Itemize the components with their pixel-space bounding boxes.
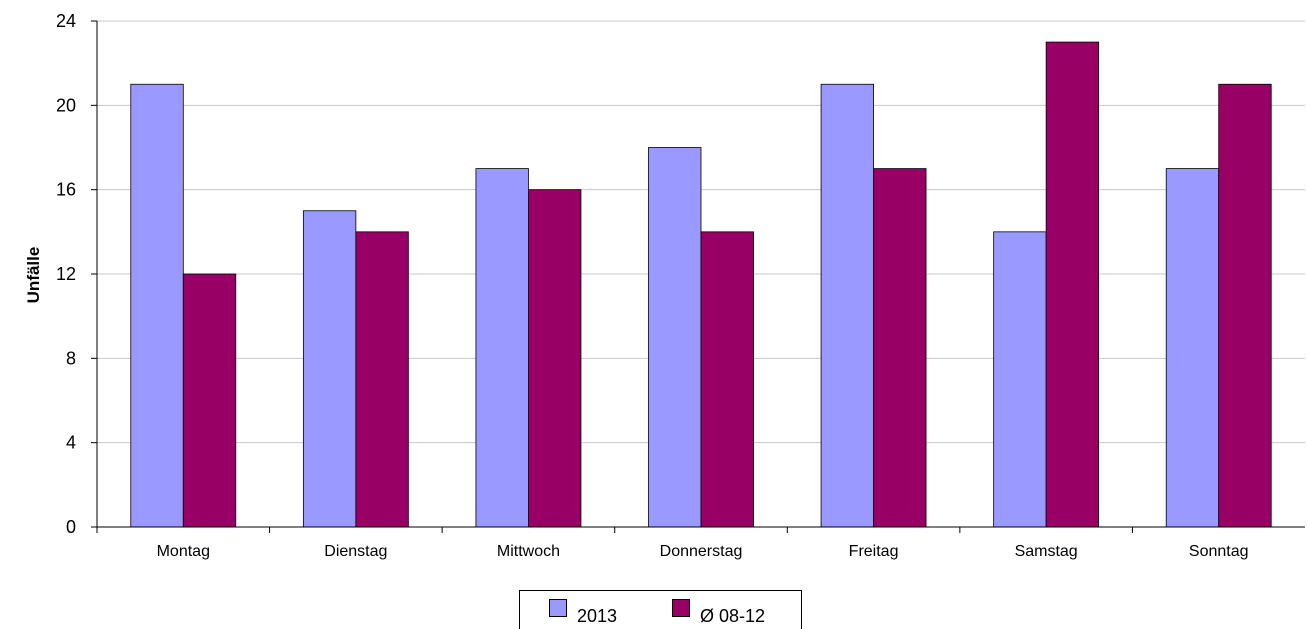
y-tick-labels: 0 4 8 12 16 20 24 (56, 11, 76, 537)
bar-2013-freitag (820, 83, 874, 528)
bar-2013-montag (130, 83, 184, 528)
x-tick-label: Samstag (1015, 543, 1078, 560)
legend-label-2013: 2013 (577, 606, 618, 626)
legend-swatch-avg (672, 599, 690, 617)
x-tick-labels: Montag Dienstag Mittwoch Donnerstag Freitag S… (96, 527, 1249, 560)
legend-item-avg: Ø 08-12 (672, 599, 765, 625)
y-tick-label: 16 (56, 180, 76, 200)
x-tick-label: Montag (157, 543, 210, 560)
bar-avg-donnerstag (700, 231, 754, 528)
bar-2013-sonntag (1165, 168, 1220, 528)
legend-label-avg: Ø 08-12 (700, 606, 766, 626)
y-tick-label: 12 (56, 264, 76, 284)
y-tick-label: 4 (66, 433, 76, 453)
legend-item-2013: 2013 (549, 599, 617, 625)
y-tick-label: 0 (66, 517, 76, 537)
bar-avg-dienstag (355, 231, 409, 528)
legend-swatch-2013 (549, 599, 567, 617)
bar-2013-donnerstag (648, 147, 702, 528)
bar-avg-montag (182, 273, 237, 528)
y-tick-label: 20 (56, 95, 76, 115)
bar-2013-mittwoch (475, 168, 529, 528)
axes (96, 21, 1305, 528)
x-tick-label: Dienstag (324, 543, 387, 560)
bar-2013-dienstag (302, 210, 357, 528)
bar-avg-mittwoch (528, 189, 582, 528)
bar-chart: 0 4 8 12 16 20 24 Montag Dienstag Mittwoch Donner… (24, 11, 1305, 560)
x-tick-label: Freitag (849, 543, 899, 560)
y-tick-label: 24 (56, 11, 76, 31)
bars (130, 41, 1272, 528)
x-tick-label: Donnerstag (660, 543, 743, 560)
x-tick-label: Sonntag (1189, 543, 1249, 560)
y-axis-label: Unfälle (24, 247, 43, 304)
legend: 2013 Ø 08-12 (519, 590, 802, 629)
bar-avg-sonntag (1218, 83, 1272, 528)
bar-avg-samstag (1045, 41, 1100, 528)
y-tick-label: 8 (66, 348, 76, 368)
bar-avg-freitag (873, 168, 927, 528)
bar-2013-samstag (993, 231, 1047, 528)
x-tick-label: Mittwoch (497, 543, 560, 560)
